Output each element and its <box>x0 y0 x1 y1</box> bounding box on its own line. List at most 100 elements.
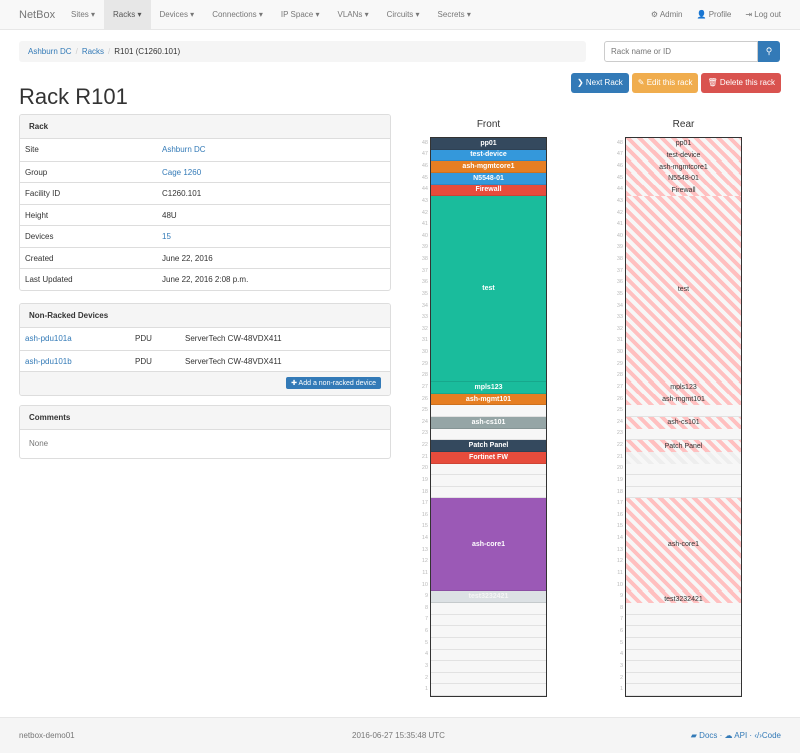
rear-device[interactable]: test-device <box>626 149 741 162</box>
rear-device[interactable]: ash-mgmt101 <box>626 393 741 406</box>
rack-unit-slot[interactable] <box>431 673 546 685</box>
rear-device[interactable]: ash-core1 <box>626 498 741 592</box>
breadcrumb-site[interactable]: Ashburn DC <box>28 47 72 56</box>
rack-unit-slot[interactable] <box>431 638 546 650</box>
breadcrumb-separator: / <box>108 47 111 56</box>
nav-menu-6[interactable]: Circuits ▾ <box>386 10 420 19</box>
rear-device-label: Firewall <box>671 186 696 194</box>
front-device[interactable]: Firewall <box>431 184 546 197</box>
rack-unit-slot[interactable] <box>431 650 546 662</box>
rack-unit-slot[interactable] <box>626 661 741 673</box>
rack-unit-slot[interactable] <box>431 603 546 615</box>
nav-menu-5[interactable]: VLANs ▾ <box>337 10 369 19</box>
rack-unit-slot[interactable] <box>626 650 741 662</box>
nav-menu-2[interactable]: Devices ▾ <box>159 10 195 19</box>
rack-unit-slot[interactable] <box>626 638 741 650</box>
rear-device[interactable]: test3232421 <box>626 591 741 603</box>
nav-menu-7[interactable]: Secrets ▾ <box>437 10 471 19</box>
unit-number: 37 <box>616 267 623 274</box>
rack-unit-slot[interactable] <box>431 626 546 638</box>
rack-unit-slot[interactable] <box>626 429 741 441</box>
rear-device[interactable]: pp01 <box>626 138 741 150</box>
code-icon: ‹/› <box>754 731 762 740</box>
api-link[interactable]: API <box>734 731 748 740</box>
front-device[interactable]: mpls123 <box>431 382 546 394</box>
profile-link[interactable]: 👤 Profile <box>696 10 732 19</box>
row-value[interactable]: 15 <box>162 232 171 241</box>
rear-device-label: Patch Panel <box>664 442 703 450</box>
device-link[interactable]: ash-pdu101a <box>25 334 72 343</box>
front-device[interactable]: test3232421 <box>431 591 546 603</box>
front-device[interactable]: ash-mgmt101 <box>431 393 546 406</box>
rear-rack-elevation: pp01 test-device ash-mgmtcore1 N5548-01 Fire… <box>625 137 742 697</box>
front-device[interactable]: test <box>431 196 546 383</box>
rack-unit-slot[interactable] <box>431 475 546 487</box>
rack-unit-slot[interactable] <box>431 464 546 476</box>
rack-unit-slot[interactable] <box>626 626 741 638</box>
rack-unit-slot[interactable] <box>431 684 546 696</box>
delete-rack-button[interactable]: 🗑 Delete this rack <box>701 73 781 93</box>
rear-label: Rear <box>672 119 695 130</box>
unit-number: 30 <box>616 349 623 356</box>
nav-menu-1[interactable]: Racks ▾ <box>104 0 151 29</box>
rack-unit-slot[interactable] <box>431 661 546 673</box>
unit-number: 43 <box>421 197 428 204</box>
code-link[interactable]: Code <box>761 731 781 740</box>
front-device[interactable]: Patch Panel <box>431 440 546 452</box>
nav-menu-0[interactable]: Sites ▾ <box>71 10 96 19</box>
add-non-racked-device-button[interactable]: ✚ Add a non-racked device <box>286 377 381 389</box>
non-racked-heading: Non-Racked Devices <box>20 304 390 328</box>
rear-device[interactable]: N5548-01 <box>626 172 741 185</box>
rear-device[interactable]: ash-cs101 <box>626 417 741 429</box>
front-device[interactable]: ash-mgmtcore1 <box>431 161 546 173</box>
rear-device[interactable]: mpls123 <box>626 382 741 394</box>
rack-unit-slot[interactable] <box>431 429 546 441</box>
unit-number: 23 <box>421 430 428 437</box>
breadcrumb-racks[interactable]: Racks <box>81 47 105 56</box>
front-device[interactable]: test-device <box>431 149 546 162</box>
footer-timestamp: 2016-06-27 15:35:48 UTC <box>352 731 445 740</box>
front-device[interactable]: ash-core1 <box>431 498 546 592</box>
front-device[interactable]: Fortinet FW <box>431 451 546 464</box>
rear-device[interactable] <box>626 451 741 464</box>
unit-number: 8 <box>619 604 623 611</box>
rear-device[interactable]: test <box>626 196 741 383</box>
front-device[interactable]: N5548-01 <box>431 172 546 185</box>
rack-unit-slot[interactable] <box>626 464 741 476</box>
next-rack-button[interactable]: ❯ Next Rack <box>570 73 629 93</box>
unit-number: 4 <box>619 651 623 658</box>
rear-device[interactable]: ash-mgmtcore1 <box>626 161 741 173</box>
rack-unit-slot[interactable] <box>431 405 546 417</box>
rack-unit-slot[interactable] <box>431 615 546 627</box>
table-row: Last Updated June 22, 2016 2:08 p.m. <box>20 268 390 290</box>
rack-unit-slot[interactable] <box>626 673 741 685</box>
front-device[interactable]: ash-cs101 <box>431 417 546 429</box>
rear-device[interactable]: Patch Panel <box>626 440 741 452</box>
rack-unit-slot[interactable] <box>431 487 546 499</box>
device-link[interactable]: ash-pdu101b <box>25 356 72 366</box>
rack-unit-slot[interactable] <box>626 405 741 417</box>
book-icon: ▰ <box>690 731 697 740</box>
logout-link[interactable]: ⇥ Log out <box>745 10 781 19</box>
nav-menu-4[interactable]: IP Space ▾ <box>280 10 320 19</box>
nav-menu-3[interactable]: Connections ▾ <box>212 10 263 19</box>
rear-device-label: pp01 <box>675 140 692 148</box>
unit-number: 11 <box>422 569 428 576</box>
brand-logo[interactable]: NetBox <box>19 9 56 21</box>
rack-unit-slot[interactable] <box>626 615 741 627</box>
rack-search-input[interactable] <box>604 41 758 62</box>
rear-device[interactable]: Firewall <box>626 184 741 197</box>
docs-link[interactable]: Docs <box>699 731 718 740</box>
rack-unit-slot[interactable] <box>626 603 741 615</box>
rack-unit-slot[interactable] <box>626 487 741 499</box>
admin-link[interactable]: ⚙ Admin <box>650 10 683 19</box>
row-value[interactable]: Cage 1260 <box>162 167 202 177</box>
search-button[interactable]: ⚲ <box>758 41 780 62</box>
front-device[interactable]: pp01 <box>431 138 546 150</box>
rack-unit-slot[interactable] <box>626 475 741 487</box>
edit-rack-button[interactable]: ✎ Edit this rack <box>631 73 699 93</box>
row-value[interactable]: Ashburn DC <box>162 145 206 154</box>
unit-number: 29 <box>421 360 428 367</box>
rack-unit-slot[interactable] <box>626 684 741 696</box>
unit-number: 14 <box>616 535 623 542</box>
